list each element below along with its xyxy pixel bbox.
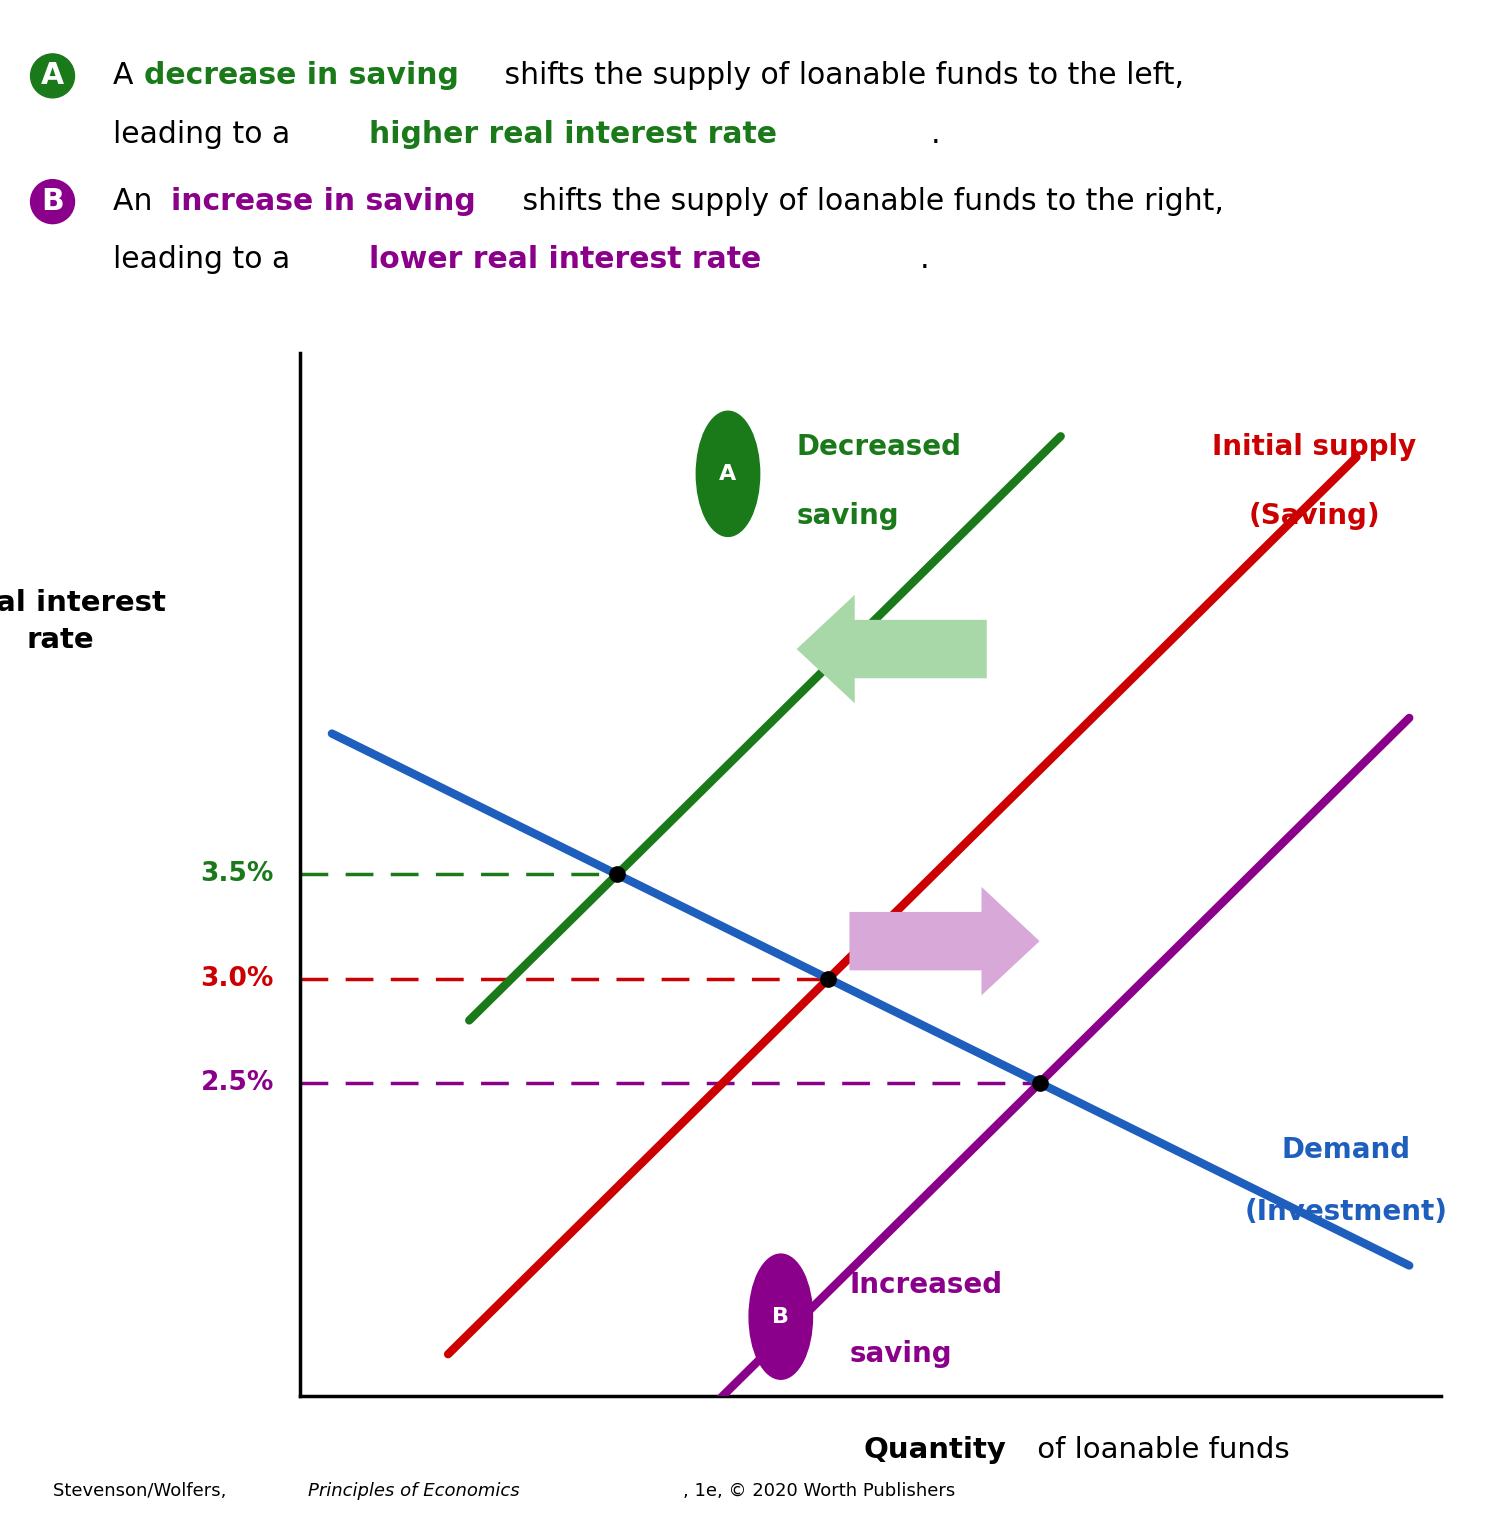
Text: lower real interest rate: lower real interest rate (369, 245, 761, 275)
Text: A: A (719, 463, 737, 483)
Text: Increased: Increased (850, 1272, 1003, 1299)
Text: of loanable funds: of loanable funds (1028, 1436, 1289, 1463)
Text: 3.0%: 3.0% (201, 966, 273, 991)
Text: leading to a: leading to a (113, 120, 299, 149)
Text: B: B (41, 187, 65, 216)
Circle shape (749, 1255, 812, 1379)
Text: leading to a: leading to a (113, 245, 299, 275)
Text: saving: saving (797, 502, 899, 529)
Text: shifts the supply of loanable funds to the left,: shifts the supply of loanable funds to t… (495, 61, 1184, 91)
Text: Quantity: Quantity (863, 1436, 1006, 1463)
Text: Real interest
rate: Real interest rate (0, 589, 167, 653)
Text: A: A (41, 61, 65, 91)
Text: higher real interest rate: higher real interest rate (369, 120, 778, 149)
FancyArrow shape (797, 595, 986, 703)
Text: decrease in saving: decrease in saving (144, 61, 459, 91)
FancyArrow shape (850, 887, 1040, 996)
Text: Decreased: Decreased (797, 433, 962, 460)
Text: 2.5%: 2.5% (201, 1071, 273, 1095)
Text: saving: saving (850, 1341, 952, 1368)
Text: An: An (113, 187, 162, 216)
Text: Stevenson/Wolfers,: Stevenson/Wolfers, (53, 1482, 231, 1500)
Text: , 1e, © 2020 Worth Publishers: , 1e, © 2020 Worth Publishers (683, 1482, 955, 1500)
Text: .: . (920, 245, 929, 275)
Text: 3.5%: 3.5% (201, 862, 273, 887)
Text: increase in saving: increase in saving (171, 187, 476, 216)
Text: A: A (113, 61, 143, 91)
Text: (Saving): (Saving) (1249, 502, 1379, 529)
Text: Initial supply: Initial supply (1213, 433, 1417, 460)
Text: .: . (931, 120, 940, 149)
Text: Demand: Demand (1282, 1135, 1411, 1164)
Text: Principles of Economics: Principles of Economics (308, 1482, 519, 1500)
Text: (Investment): (Investment) (1244, 1198, 1447, 1226)
Text: shifts the supply of loanable funds to the right,: shifts the supply of loanable funds to t… (513, 187, 1225, 216)
Circle shape (696, 411, 760, 537)
Text: B: B (773, 1307, 790, 1327)
